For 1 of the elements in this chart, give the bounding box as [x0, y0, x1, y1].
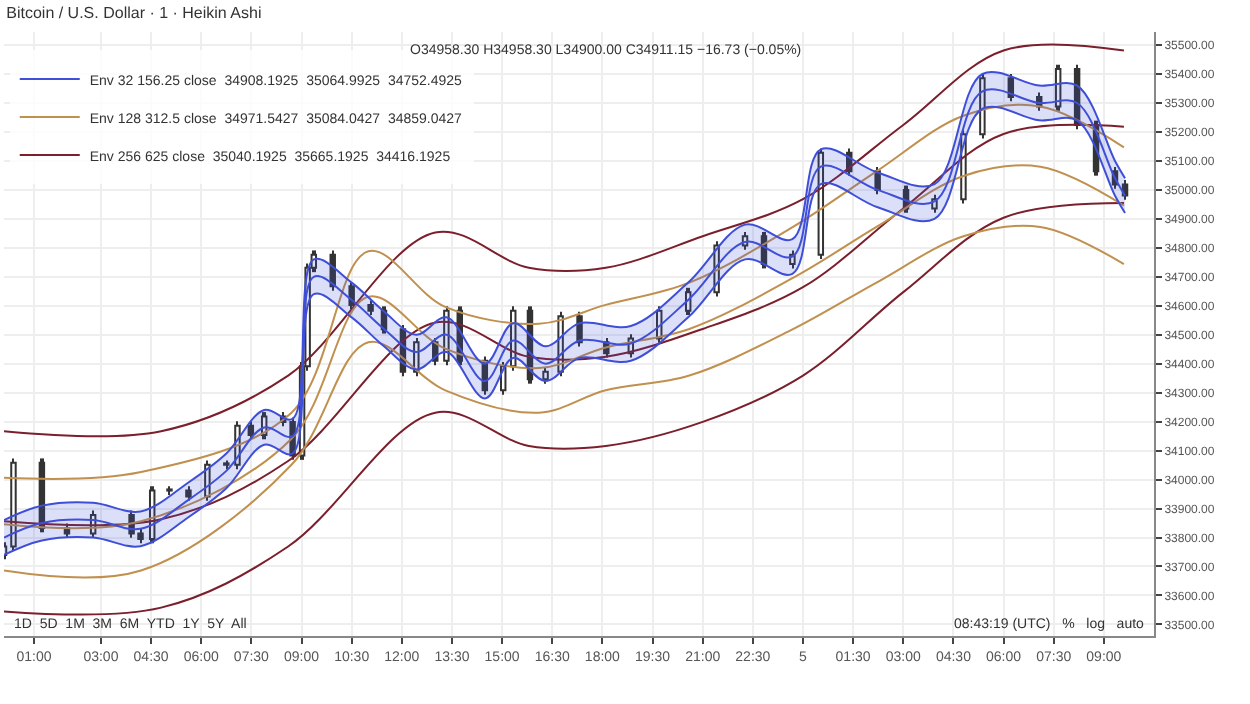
chart-title: Bitcoin / U.S. Dollar · 1 · Heikin Ashi	[6, 4, 262, 23]
